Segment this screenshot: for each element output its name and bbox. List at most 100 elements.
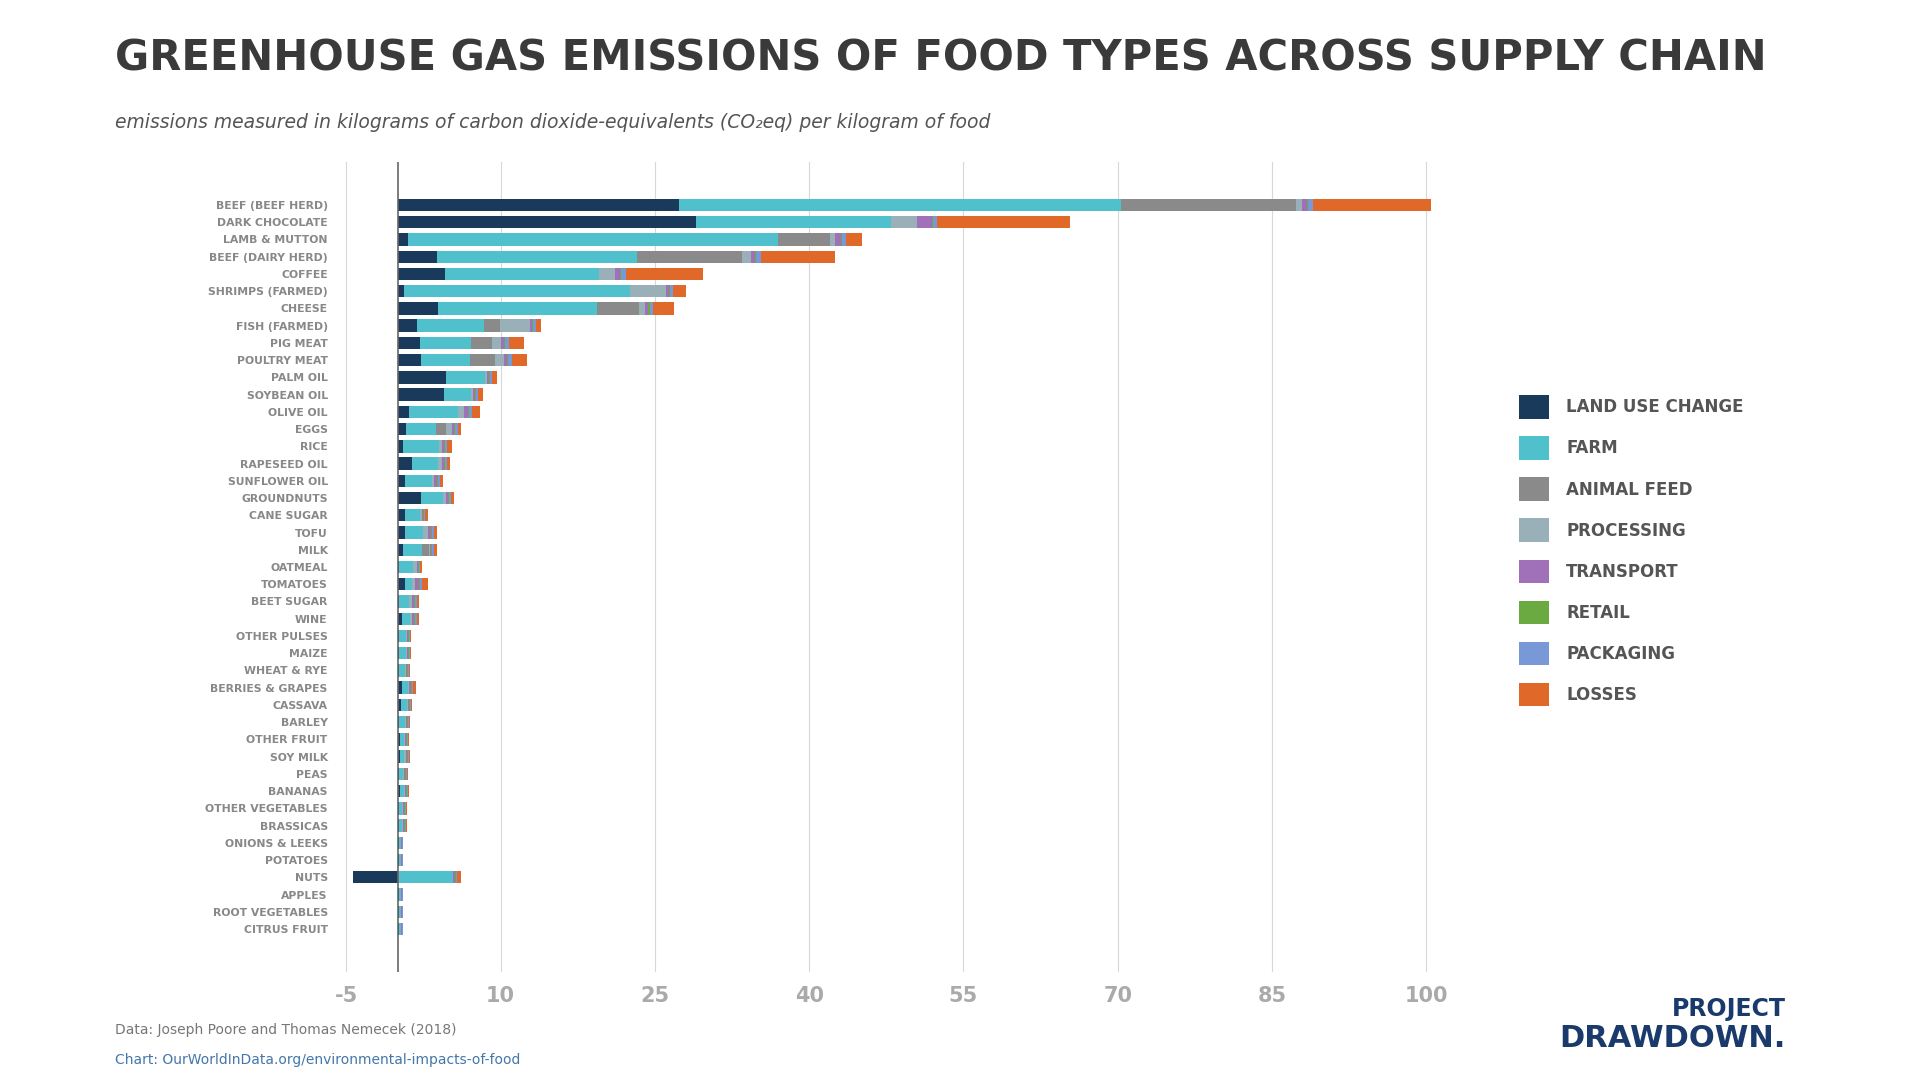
Bar — [409, 406, 459, 418]
Bar — [399, 905, 401, 918]
Bar — [442, 441, 444, 453]
Bar — [420, 354, 470, 366]
Bar — [674, 285, 685, 297]
Bar — [417, 320, 484, 332]
Bar — [778, 233, 829, 246]
Bar — [397, 733, 399, 745]
Bar — [399, 837, 401, 849]
Bar — [399, 854, 401, 866]
Bar — [503, 354, 507, 366]
Bar — [620, 268, 626, 280]
Text: DRAWDOWN.: DRAWDOWN. — [1559, 1024, 1786, 1053]
Bar — [401, 699, 407, 711]
Bar — [420, 491, 444, 504]
Bar — [1308, 199, 1313, 212]
Bar — [501, 337, 503, 349]
Bar — [397, 509, 405, 522]
Bar — [397, 872, 453, 883]
Bar — [399, 733, 403, 745]
Bar — [505, 337, 509, 349]
Bar — [447, 457, 449, 470]
Bar — [413, 612, 415, 625]
Bar — [420, 578, 422, 591]
Bar — [937, 216, 1069, 229]
Bar — [405, 509, 420, 522]
Bar — [507, 354, 513, 366]
Bar — [422, 543, 428, 556]
Bar — [536, 320, 541, 332]
Bar — [397, 543, 403, 556]
Bar — [645, 302, 647, 314]
Bar — [420, 337, 470, 349]
Bar — [829, 233, 835, 246]
Bar — [397, 526, 405, 539]
Bar — [413, 681, 417, 693]
Bar — [415, 612, 417, 625]
Bar — [440, 441, 442, 453]
Bar — [399, 647, 405, 660]
Bar — [438, 457, 442, 470]
Bar — [637, 251, 743, 262]
Bar — [478, 389, 484, 401]
Bar — [470, 337, 492, 349]
Bar — [413, 457, 438, 470]
Bar — [455, 423, 459, 435]
Bar — [397, 751, 399, 762]
Bar — [397, 251, 438, 262]
Bar — [434, 526, 438, 539]
Bar — [426, 509, 428, 522]
Bar — [459, 423, 461, 435]
Bar — [495, 354, 503, 366]
Bar — [397, 457, 413, 470]
Bar — [397, 423, 405, 435]
Bar — [440, 474, 444, 487]
Bar — [891, 216, 918, 229]
Bar — [432, 543, 434, 556]
Bar — [670, 285, 674, 297]
Bar — [445, 441, 447, 453]
Bar — [447, 441, 453, 453]
Bar — [453, 423, 455, 435]
Bar — [397, 612, 401, 625]
Bar — [472, 389, 474, 401]
Bar — [417, 595, 419, 608]
Bar — [484, 320, 499, 332]
Bar — [420, 561, 422, 573]
Bar — [445, 423, 453, 435]
Bar — [397, 337, 420, 349]
Bar — [476, 389, 478, 401]
Bar — [534, 320, 536, 332]
Bar — [445, 268, 599, 280]
Bar — [397, 578, 405, 591]
Bar — [453, 872, 455, 883]
Bar — [649, 302, 653, 314]
Bar — [468, 406, 472, 418]
Bar — [397, 302, 438, 314]
Bar — [409, 595, 413, 608]
Bar — [399, 595, 409, 608]
Bar — [413, 561, 417, 573]
Bar — [459, 406, 463, 418]
Bar — [397, 474, 405, 487]
Bar — [436, 423, 445, 435]
Bar — [397, 491, 420, 504]
Bar — [639, 302, 645, 314]
Bar — [492, 372, 497, 383]
Bar — [499, 320, 530, 332]
Bar — [444, 491, 445, 504]
Bar — [918, 216, 931, 229]
Bar — [401, 612, 411, 625]
Bar — [760, 251, 835, 262]
Bar — [509, 337, 524, 349]
Legend: LAND USE CHANGE, FARM, ANIMAL FEED, PROCESSING, TRANSPORT, RETAIL, PACKAGING, LO: LAND USE CHANGE, FARM, ANIMAL FEED, PROC… — [1519, 395, 1743, 706]
Bar — [1313, 199, 1432, 212]
Bar — [403, 543, 422, 556]
Bar — [445, 372, 486, 383]
Bar — [397, 389, 444, 401]
Bar — [470, 389, 472, 401]
Bar — [399, 888, 401, 901]
Bar — [397, 699, 401, 711]
Text: PROJECT: PROJECT — [1672, 997, 1786, 1021]
Bar — [463, 406, 468, 418]
Bar — [835, 233, 841, 246]
